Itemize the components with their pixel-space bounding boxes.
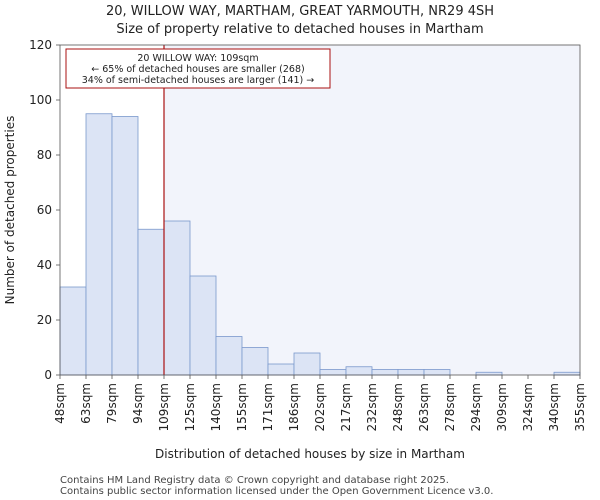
x-tick-label: 155sqm [235,383,249,431]
bar-202sqm [319,369,347,376]
bar-294sqm [475,371,503,376]
x-axis: 48sqm 63sqm 79sqm 94sqm 109sqm 125sqm 140sqm 15… [53,375,587,431]
x-tick-label: 294sqm [469,383,483,431]
bar-125sqm [189,275,217,376]
y-tick-label: 0 [44,368,52,382]
annotation-line-1: 20 WILLOW WAY: 109sqm [137,53,258,64]
bar-109sqm [163,220,191,376]
x-tick-label: 355sqm [573,383,587,431]
bar-48sqm [59,286,87,376]
y-tick-label: 60 [37,203,52,217]
x-tick-label: 263sqm [417,383,431,431]
x-tick-label: 109sqm [157,383,171,431]
x-tick-label: 309sqm [495,383,509,431]
y-tick-label: 80 [37,148,52,162]
y-tick-label: 40 [37,258,52,272]
annotation-line-3: 34% of semi-detached houses are larger (… [82,75,315,86]
bar-217sqm [345,366,373,376]
y-tick-label: 100 [29,93,52,107]
x-tick-label: 94sqm [131,383,145,424]
y-axis: 0 20 40 60 80 100 120 [29,38,60,382]
bar-140sqm [215,336,243,376]
bars [59,113,581,376]
above-property-shade [164,45,580,375]
bar-263sqm [423,369,451,376]
x-tick-label: 48sqm [53,383,67,424]
x-tick-label: 232sqm [365,383,379,431]
footer-line-2: Contains public sector information licen… [60,486,493,497]
y-tick-label: 20 [37,313,52,327]
x-tick-label: 324sqm [521,383,535,431]
bar-79sqm [111,116,139,376]
bar-63sqm [85,113,113,376]
bar-248sqm [397,369,425,376]
x-tick-label: 79sqm [105,383,119,424]
footer-line-1: Contains HM Land Registry data © Crown c… [60,475,449,486]
x-tick-label: 63sqm [79,383,93,424]
annotation-border [65,48,331,89]
x-tick-label: 278sqm [443,383,457,431]
annotation-box: 20 WILLOW WAY: 109sqm ← 65% of detached … [65,48,331,89]
y-tick-label: 120 [29,38,52,52]
y-axis-title: Number of detached properties [3,116,17,305]
bar-186sqm [293,352,321,376]
x-tick-label: 140sqm [209,383,223,431]
x-tick-label: 171sqm [261,383,275,431]
x-tick-label: 248sqm [391,383,405,431]
bar-171sqm [267,363,295,376]
bar-340sqm [553,371,581,376]
chart-subtitle: Size of property relative to detached ho… [116,22,483,37]
annotation-line-2: ← 65% of detached houses are smaller (26… [91,64,304,75]
x-axis-title: Distribution of detached houses by size … [155,447,465,461]
chart-title: 20, WILLOW WAY, MARTHAM, GREAT YARMOUTH,… [106,4,494,19]
x-tick-label: 202sqm [313,383,327,431]
bar-232sqm [371,369,399,376]
bar-155sqm [241,347,269,376]
bar-94sqm [137,228,165,376]
x-tick-label: 186sqm [287,383,301,431]
x-tick-label: 125sqm [183,383,197,431]
x-tick-label: 217sqm [339,383,353,431]
x-tick-label: 340sqm [547,383,561,431]
